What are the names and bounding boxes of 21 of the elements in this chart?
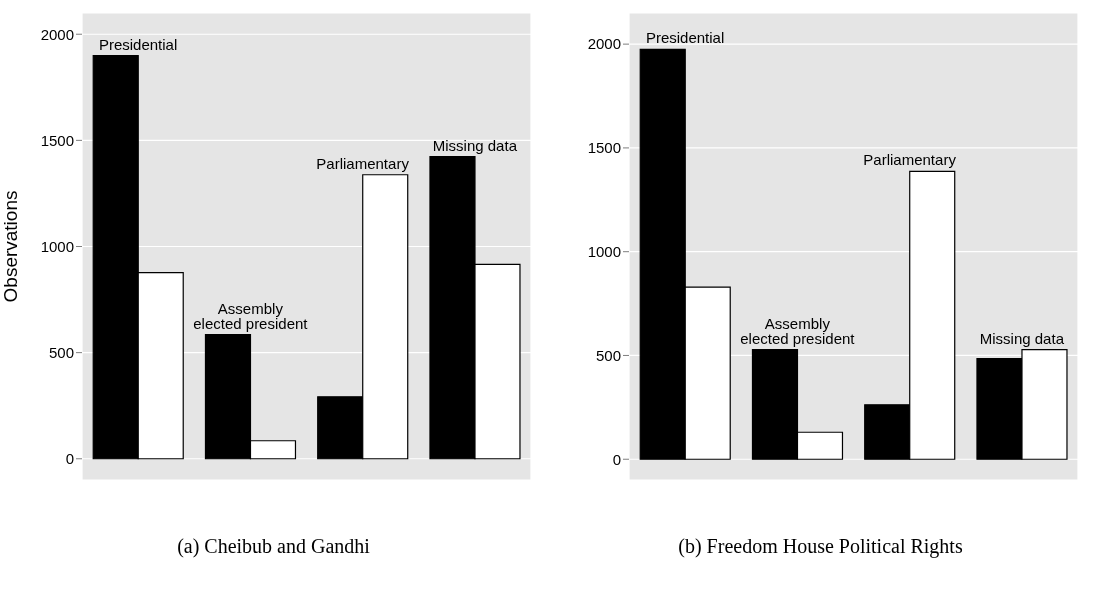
y-tick-label: 2000 [40,25,74,43]
y-tick-label: 1500 [587,139,621,157]
annotation: Parliamentary [316,154,410,172]
annotation: Assembly elected president [740,314,856,347]
y-tick-label: 500 [595,346,621,364]
text: (a) Cheibub and Gandhi [176,535,371,558]
annotation: Assembly elected president [193,299,309,332]
y-tick-label: 0 [65,450,74,468]
y-tick-label: 1000 [587,243,621,261]
y-axis-title: Observations [0,190,21,303]
y-tick-label: 0 [612,450,621,468]
y-tick-label: 1000 [40,237,74,255]
annotation: Presidential [98,35,178,53]
y-tick-label: 2000 [587,35,621,53]
annotation: Parliamentary [863,151,957,169]
y-tick-label: 1500 [40,131,74,149]
y-tick-label: 500 [48,343,74,361]
text: (b) Freedom House Political Rights [677,535,964,558]
annotation: Missing data [979,329,1065,347]
annotation: Missing data [432,136,518,154]
annotation: Presidential [645,29,725,47]
